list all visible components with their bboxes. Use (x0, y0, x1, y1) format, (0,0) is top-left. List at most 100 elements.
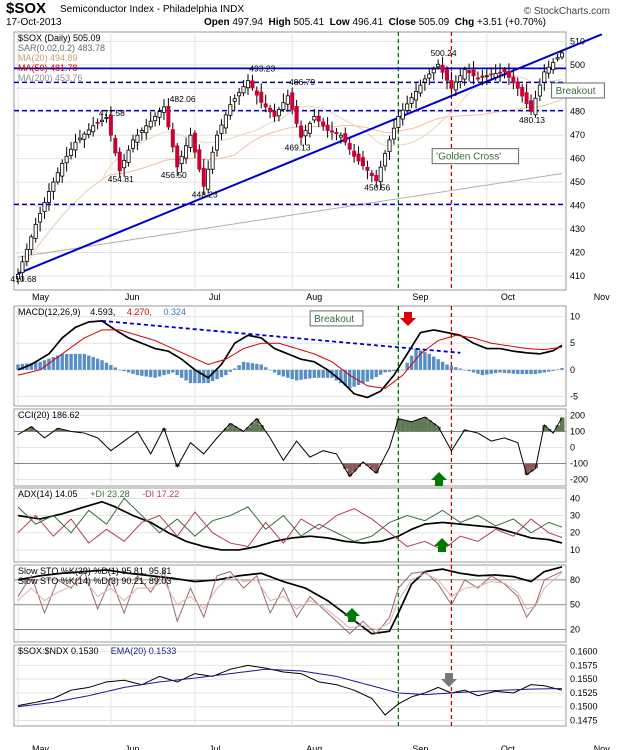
candle-body (325, 124, 330, 131)
histogram-bar (188, 369, 193, 384)
candle-body (551, 62, 556, 71)
cci-fill (237, 428, 242, 432)
price-label: 450.56 (364, 182, 390, 192)
candle-body (360, 157, 365, 167)
change-value: +3.51 (+0.70%) (477, 17, 546, 28)
series-line (17, 500, 563, 551)
y-tick-label: 470 (570, 130, 585, 140)
candle-body (445, 69, 450, 81)
candle-body (201, 167, 206, 187)
histogram-bar (42, 360, 47, 370)
candle (312, 108, 317, 123)
annotation-box (551, 82, 605, 99)
candle (303, 124, 308, 146)
candle-body (38, 212, 43, 223)
candle-body (422, 78, 427, 83)
candle-body (135, 134, 140, 143)
histogram-bar (268, 369, 272, 371)
candle-body (334, 131, 339, 135)
candle-body (383, 153, 388, 167)
candle-body (153, 115, 158, 122)
candle (219, 119, 224, 141)
candle-body (493, 73, 498, 78)
histogram-bar (489, 369, 493, 374)
candle (91, 116, 96, 137)
panel-cci: -200 -100 0 100 200 CCI(20) 186.62 (13, 408, 588, 487)
y-tick-label: 40 (570, 493, 580, 503)
histogram-bar (365, 369, 370, 382)
histogram-bar (281, 369, 286, 377)
price-label: 410.68 (10, 274, 36, 284)
candle-body (436, 63, 441, 68)
histogram-bar (113, 367, 118, 370)
candle (285, 89, 290, 112)
candle (542, 64, 547, 91)
series-line (17, 664, 563, 716)
legend-entry: $SOX:$NDX 0.1530 (18, 646, 99, 656)
y-tick-label: 410 (570, 271, 585, 281)
candle-body (546, 66, 551, 74)
price-label: 448.23 (192, 189, 218, 199)
chart-header: $SOX Semiconductor Index - Philadelphia … (4, 0, 616, 32)
candle (104, 113, 109, 123)
candle-body (427, 73, 432, 79)
candle (356, 146, 361, 165)
candle-body (391, 127, 396, 140)
candle-body (316, 115, 321, 122)
candle (38, 206, 43, 232)
candle (95, 118, 100, 130)
histogram-bar (485, 369, 489, 375)
candle (290, 87, 295, 115)
panel-frame (13, 644, 567, 727)
candle-body (197, 149, 202, 170)
histogram-bar (493, 369, 498, 374)
candle (60, 159, 65, 183)
legend-entry: 4.593, (90, 307, 115, 317)
candle-body (175, 145, 180, 168)
cci-fill (24, 429, 30, 432)
cci-fill (546, 429, 552, 432)
histogram-bar (555, 369, 560, 370)
histogram-bar (445, 364, 449, 370)
histogram-bar (29, 362, 33, 370)
candle-body (188, 134, 193, 148)
histogram-bar (529, 369, 533, 375)
candle (453, 75, 458, 97)
candle-body (95, 121, 100, 124)
candle-body (223, 114, 228, 129)
panel-ratio: 0.1475 0.1500 0.1525 0.1550 0.1575 0.1600 $SOX… (13, 644, 598, 727)
x-month-label: Jun (125, 744, 140, 750)
histogram-bar (418, 350, 423, 370)
candle-body (475, 77, 480, 80)
candle (254, 86, 259, 105)
open-label: Open (204, 17, 230, 28)
x-month-label: Sep (412, 744, 428, 750)
candle (161, 99, 166, 120)
candle-body (511, 76, 516, 84)
candle (126, 145, 131, 167)
symbol-subtitle: Semiconductor Index - Philadelphia INDX (60, 4, 244, 15)
candle (440, 56, 445, 80)
histogram-bar (184, 369, 188, 381)
histogram-bar (290, 369, 294, 380)
histogram-bar (60, 353, 64, 370)
histogram-bar (255, 363, 259, 370)
candle-body (542, 71, 547, 83)
candle-body (206, 168, 211, 190)
legend-entry: MA(20) 494.89 (18, 53, 78, 63)
histogram-bar (250, 363, 255, 370)
candle (82, 131, 87, 149)
candle-body (294, 106, 299, 124)
candle-body (440, 64, 445, 73)
ma20-line (17, 74, 563, 275)
candle-body (161, 106, 166, 113)
candle (64, 147, 69, 172)
candle-body (352, 150, 357, 157)
series-line (17, 320, 563, 399)
candle (338, 132, 343, 144)
histogram-bar (277, 369, 281, 376)
candle (210, 146, 215, 175)
legend-entry: +DI 23.28 (90, 489, 129, 499)
